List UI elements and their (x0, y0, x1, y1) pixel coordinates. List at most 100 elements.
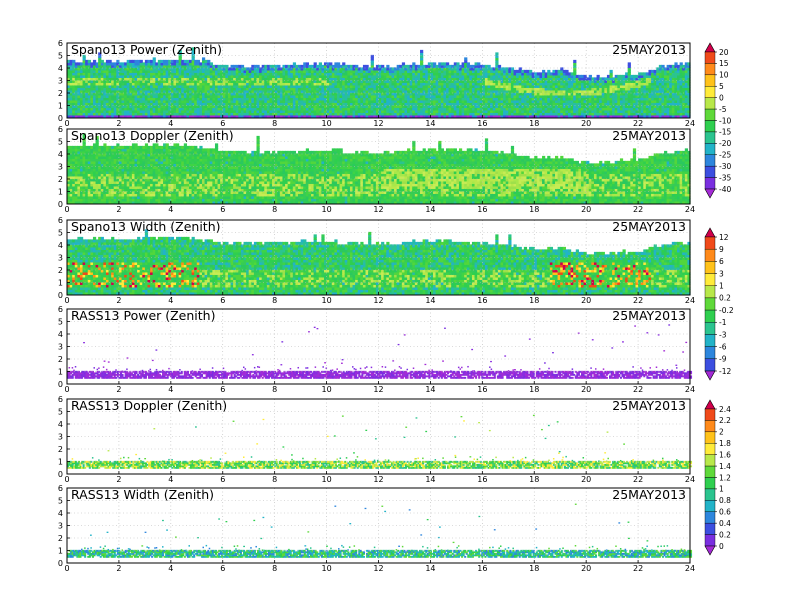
colorbar-label: -20 (719, 139, 731, 148)
colorbar-swatch (704, 358, 716, 372)
x-tick-label: 0 (64, 475, 69, 484)
y-tick-label: 0 (58, 470, 63, 479)
x-tick-label: 12 (373, 475, 383, 484)
grid-lines (67, 43, 690, 118)
colorbar-label: 1 (719, 282, 724, 291)
x-tick-label: 4 (168, 296, 173, 305)
x-tick-label: 18 (529, 385, 539, 394)
colorbar-label: 0.2 (719, 294, 731, 303)
colorbar-label: 10 (719, 71, 729, 80)
y-tick-label: 5 (58, 497, 63, 506)
colorbar-swatch (704, 86, 716, 98)
colorbar-swatch (704, 346, 716, 360)
colorbar-swatch (704, 154, 716, 167)
colorbar-label: -9 (719, 355, 727, 364)
colorbar-swatch (704, 51, 716, 64)
x-tick-label: 24 (685, 119, 695, 128)
x-tick-label: 10 (321, 475, 331, 484)
panel-date: 25MAY2013 (612, 128, 686, 143)
y-tick-label: 0 (58, 114, 63, 123)
panel-title: RASS13 Doppler (Zenith) (71, 398, 227, 413)
colorbar-label: -6 (719, 342, 727, 351)
axis-ticks (66, 487, 691, 564)
y-tick-label: 2 (58, 355, 63, 364)
x-tick-label: 22 (633, 475, 643, 484)
colorbar-swatch (704, 334, 716, 347)
colorbar-label: 1.8 (719, 439, 731, 448)
panel-date: 25MAY2013 (612, 308, 686, 323)
y-tick-label: 1 (58, 188, 63, 197)
x-tick-label: 12 (373, 205, 383, 214)
x-tick-label: 18 (529, 205, 539, 214)
x-tick-label: 24 (685, 296, 695, 305)
panel-date: 25MAY2013 (612, 42, 686, 57)
colorbar-label: 0 (719, 93, 724, 102)
colorbar-label: 0 (719, 542, 724, 551)
y-tick-label: 6 (58, 395, 63, 404)
colorbar-swatch (704, 63, 716, 76)
colorbar-label: -25 (719, 151, 731, 160)
colorbar-swatch (704, 522, 716, 535)
x-tick-label: 24 (685, 205, 695, 214)
heatmap-cells (67, 503, 693, 558)
x-tick-label: 16 (477, 205, 487, 214)
y-tick-label: 5 (58, 408, 63, 417)
x-tick-label: 16 (477, 119, 487, 128)
x-tick-label: 0 (64, 385, 69, 394)
colorbar-top-arrow (704, 399, 716, 410)
y-tick-label: 3 (58, 254, 63, 263)
y-tick-label: 3 (58, 77, 63, 86)
x-tick-label: 18 (529, 564, 539, 573)
x-tick-label: 2 (116, 205, 121, 214)
colorbar-swatch (704, 261, 716, 274)
x-tick-label: 2 (116, 119, 121, 128)
colorbar-swatch (704, 97, 716, 110)
x-tick-label: 24 (685, 564, 695, 573)
grid-lines (67, 129, 690, 204)
y-tick-label: 2 (58, 175, 63, 184)
colorbar-power: 20 15 10 5 0 -5 -10 -15 -20 -25 -30 -35 -40 (704, 42, 731, 199)
colorbar-label: 9 (719, 245, 724, 254)
x-tick-label: 14 (425, 475, 435, 484)
x-tick-label: 6 (220, 564, 225, 573)
x-tick-label: 18 (529, 475, 539, 484)
y-tick-label: 0 (58, 200, 63, 209)
colorbar-swatch (704, 74, 716, 87)
grid-lines (67, 488, 690, 563)
x-tick-label: 22 (633, 119, 643, 128)
x-tick-label: 10 (321, 564, 331, 573)
colorbar-bottom-arrow (704, 545, 716, 556)
y-tick-label: 6 (58, 484, 63, 493)
colorbar-label: 1 (719, 485, 724, 494)
x-tick-label: 10 (321, 296, 331, 305)
colorbar-swatch (704, 273, 716, 286)
colorbar-swatch (704, 420, 716, 433)
x-tick-label: 22 (633, 296, 643, 305)
y-tick-label: 6 (58, 39, 63, 48)
colorbar-swatch (704, 177, 716, 190)
x-tick-label: 10 (321, 205, 331, 214)
colorbar-label: 20 (719, 48, 729, 57)
colorbar-label: 2.4 (719, 405, 731, 414)
colorbar-label: 0.4 (719, 519, 731, 528)
x-tick-label: 10 (321, 385, 331, 394)
heatmap-cells (67, 324, 693, 379)
panel-date: 25MAY2013 (612, 487, 686, 502)
y-tick-label: 3 (58, 522, 63, 531)
y-tick-label: 5 (58, 229, 63, 238)
colorbar-swatch (704, 477, 716, 490)
colorbar-bottom-arrow (704, 370, 716, 381)
heatmap-cells (67, 229, 691, 295)
y-tick-label: 0 (58, 380, 63, 389)
colorbar-label: -3 (719, 330, 727, 339)
colorbar-label: 5 (719, 82, 724, 91)
y-tick-label: 4 (58, 241, 63, 250)
y-tick-label: 2 (58, 89, 63, 98)
x-tick-label: 18 (529, 296, 539, 305)
grid-lines (67, 220, 690, 295)
colorbar-swatch (704, 143, 716, 155)
x-tick-label: 14 (425, 296, 435, 305)
